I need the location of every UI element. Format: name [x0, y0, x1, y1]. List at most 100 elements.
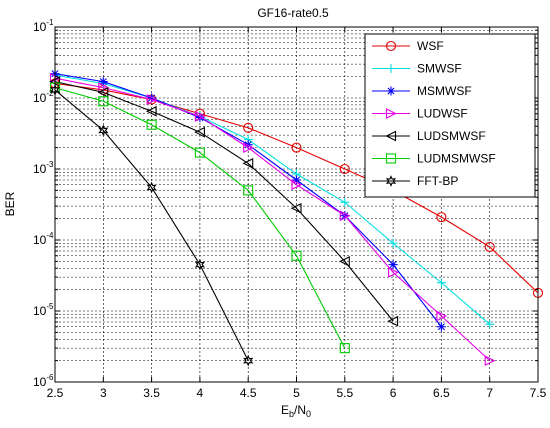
legend-label: WSF [417, 39, 444, 53]
x-axis-label-sub-0: 0 [306, 409, 311, 419]
x-tick-label: 4.5 [240, 386, 257, 400]
data-point [385, 40, 397, 52]
y-tick-label: 10-4 [33, 231, 54, 247]
data-point [388, 266, 399, 278]
legend-item: LUDSMWSF [372, 129, 486, 143]
data-point [290, 202, 302, 214]
data-point [98, 96, 109, 107]
y-tick-exponent: -2 [46, 89, 54, 98]
y-tick-base: 10 [33, 91, 47, 105]
legend-label: LUDSMWSF [417, 129, 486, 143]
x-tick-label: 3 [100, 386, 107, 400]
series-line [54, 89, 249, 361]
data-point [242, 157, 254, 169]
data-point [291, 179, 303, 191]
data-point [386, 64, 396, 73]
data-point [339, 255, 350, 267]
data-point [194, 111, 206, 122]
y-tick-label: 10-3 [33, 160, 54, 176]
data-point [243, 142, 254, 154]
legend-box [364, 33, 536, 198]
y-tick-exponent: -3 [46, 160, 54, 169]
legend-item: FFT-BP [372, 174, 458, 188]
data-point [385, 108, 397, 119]
data-point [436, 278, 446, 288]
series-line [54, 87, 346, 349]
chart-title: GF16-rate0.5 [257, 6, 329, 20]
data-point [97, 86, 109, 98]
y-tick-base: 10 [33, 375, 47, 389]
data-point [146, 181, 157, 194]
data-point [436, 212, 447, 223]
data-point [194, 147, 205, 158]
y-tick-exponent: -4 [46, 231, 54, 240]
data-point [436, 310, 448, 322]
y-tick-base: 10 [33, 162, 47, 176]
y-tick-base: 10 [33, 304, 47, 318]
legend: WSF SMWSF MSMWSF LUDWSF LUDSMWSF LUDMSMWSF FFT… [364, 33, 536, 198]
x-tick-label: 7.5 [530, 386, 547, 400]
legend-item: MSMWSF [372, 84, 472, 98]
y-tick-exponent: -6 [46, 373, 54, 382]
data-point [386, 86, 396, 96]
data-point [339, 210, 351, 222]
data-point [339, 163, 350, 175]
legend-label: MSMWSF [417, 84, 472, 98]
legend-label: LUDWSF [417, 107, 468, 121]
legend-item: WSF [372, 39, 444, 53]
x-axis-label-main: E [281, 403, 289, 417]
series-line [54, 74, 491, 325]
y-tick-exponent: -5 [46, 302, 54, 311]
x-tick-label: 6.5 [433, 386, 450, 400]
series-line [54, 77, 491, 362]
y-axis-label: BER [3, 191, 17, 216]
y-tick-label: 10-1 [33, 18, 54, 34]
series-line [54, 82, 539, 294]
legend-label: SMWSF [417, 62, 462, 76]
y-tick-label: 10-2 [33, 89, 54, 105]
series-ludmsmwsf [49, 82, 350, 354]
data-point [484, 241, 495, 252]
data-point [243, 354, 254, 367]
data-point [145, 105, 157, 117]
x-tick-label: 5.5 [336, 386, 353, 400]
data-point [436, 322, 446, 332]
legend-label: FFT-BP [417, 174, 458, 188]
data-point [194, 258, 205, 271]
grid-lines [55, 27, 538, 382]
x-axis-label: Eb/N0 [281, 403, 311, 419]
y-tick-exponent: -1 [46, 18, 54, 27]
data-point [385, 130, 397, 142]
x-tick-label: 4 [197, 386, 204, 400]
y-tick-base: 10 [33, 233, 47, 247]
x-axis-label-sub-b: b [289, 409, 294, 419]
data-point [98, 124, 109, 137]
data-point [291, 142, 302, 153]
legend-item: SMWSF [372, 62, 462, 76]
data-point [387, 315, 399, 327]
x-axis-label-mid: /N [294, 403, 306, 417]
series-ludsmwsf [49, 76, 399, 327]
legend-item: LUDMSMWSF [372, 152, 496, 166]
data-point [292, 175, 301, 185]
series-line [54, 81, 394, 322]
x-tick-label: 3.5 [143, 386, 160, 400]
y-tick-base: 10 [33, 20, 47, 34]
data-point [484, 355, 496, 367]
data-point [291, 250, 302, 261]
data-point [340, 197, 350, 207]
data-point [339, 343, 350, 354]
data-point [243, 185, 254, 196]
y-tick-label: 10-6 [33, 373, 54, 389]
x-tick-label: 6 [390, 386, 397, 400]
data-point [385, 153, 397, 164]
legend-item: LUDWSF [372, 107, 468, 121]
data-point [194, 126, 205, 138]
data-point [385, 175, 397, 187]
legend-label: LUDMSMWSF [417, 152, 496, 166]
data-point [388, 260, 398, 270]
data-point [146, 94, 158, 105]
data-point [388, 238, 398, 248]
